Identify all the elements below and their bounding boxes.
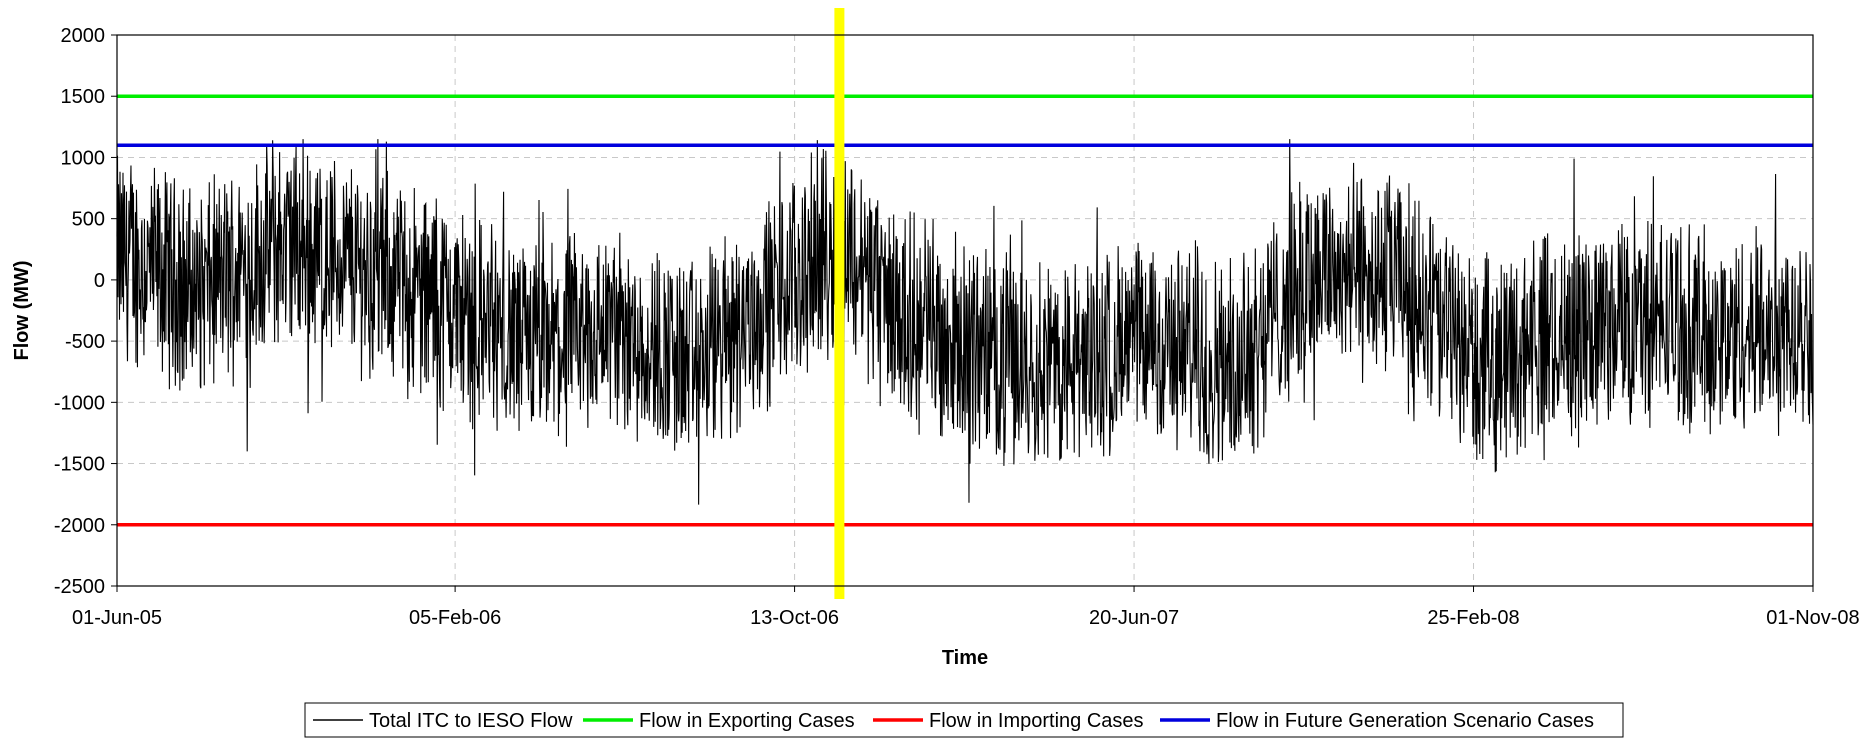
y-tick-label: -2000: [54, 515, 105, 537]
legend: Total ITC to IESO Flow Flow in Exporting …: [304, 702, 1624, 738]
y-tick-label: 1000: [61, 147, 106, 169]
x-axis-ticks: 01-Jun-05 05-Feb-06 13-Oct-06 20-Jun-07 25-F…: [72, 586, 1860, 629]
x-tick-label: 01-Jun-05: [72, 607, 162, 629]
plot-area-border: [116, 34, 1814, 587]
legend-label: Total ITC to IESO Flow: [369, 710, 573, 732]
legend-label: Flow in Future Generation Scenario Cases: [1216, 710, 1594, 732]
legend-item-flow-in-future-generation-scenario-cases: Flow in Future Generation Scenario Cases: [1160, 710, 1594, 732]
x-tick-label: 01-Nov-08: [1766, 607, 1859, 629]
y-tick-label: -2500: [54, 576, 105, 598]
series-line-total-itc-to-ieso-flow: [116, 139, 1814, 505]
legend-item-total-itc-to-ieso-flow: Total ITC to IESO Flow: [313, 710, 573, 732]
y-tick-label: -1000: [54, 392, 105, 414]
legend-item-flow-in-importing-cases: Flow in Importing Cases: [873, 710, 1144, 732]
y-tick-label: -1500: [54, 454, 105, 476]
x-tick-label: 25-Feb-08: [1427, 607, 1519, 629]
y-tick-label: 0: [94, 270, 105, 292]
x-tick-label: 20-Jun-07: [1089, 607, 1179, 629]
reference-lines: [117, 94, 1813, 527]
y-axis-ticks: 2000 1500 1000 500 0 -500 -1000 -1500 -2000 -2500: [54, 25, 117, 598]
legend-box: [304, 702, 1624, 738]
series-layer: [116, 139, 1814, 505]
y-axis-title: Flow (MW): [11, 261, 33, 361]
legend-item-flow-in-exporting-cases: Flow in Exporting Cases: [583, 710, 855, 732]
x-tick-label: 13-Oct-06: [750, 607, 839, 629]
y-tick-label: -500: [65, 331, 105, 353]
y-tick-label: 1500: [61, 86, 106, 108]
y-tick-label: 500: [72, 209, 105, 231]
x-tick-label: 05-Feb-06: [409, 607, 501, 629]
x-axis-title: Time: [942, 647, 988, 669]
y-tick-label: 2000: [61, 25, 106, 47]
legend-label: Flow in Exporting Cases: [639, 710, 855, 732]
legend-label: Flow in Importing Cases: [929, 710, 1144, 732]
